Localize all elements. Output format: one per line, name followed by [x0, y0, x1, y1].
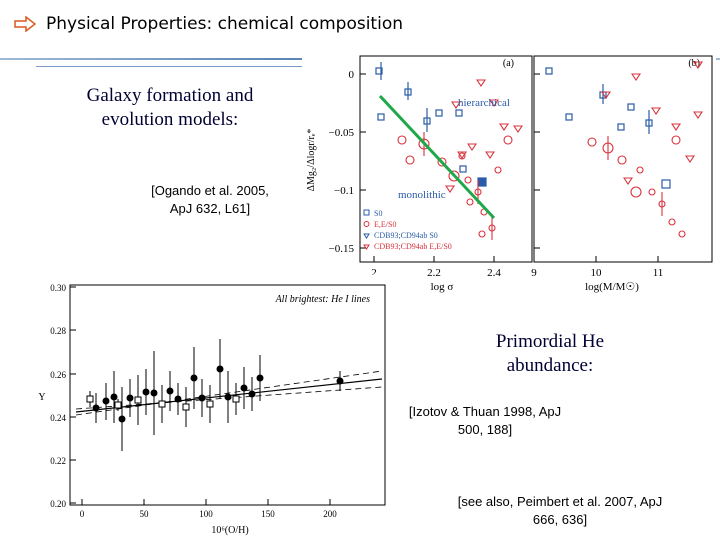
metallicity-gradient-figure: 0 −0.05 −0.1 −0.15 2 2.2 2.4 9 10 11 log… — [302, 52, 716, 298]
ytick-0: 0 — [349, 69, 355, 81]
xtick-a-2: 2.4 — [487, 267, 501, 279]
xtick-a-0: 2 — [371, 267, 377, 279]
xtick-50: 50 — [140, 509, 150, 519]
ytick-3: −0.15 — [329, 243, 355, 255]
ylabel: ΔMg₂/Δlogr/rₑ* — [306, 129, 317, 192]
ytick-024: 0.24 — [50, 413, 66, 423]
xtick-b-2: 11 — [653, 267, 664, 279]
hollow-right-arrow-icon — [14, 16, 36, 32]
xtick-100: 100 — [199, 509, 213, 519]
data-points — [86, 339, 344, 451]
galaxy-models-reference: [Ogando et al. 2005, ApJ 632, L61] — [151, 183, 269, 216]
ytick-030: 0.30 — [50, 283, 66, 293]
legend-s0: S0 — [374, 209, 382, 218]
ytick-020: 0.20 — [50, 499, 66, 509]
primordial-he-text: Primordial He abundance: — [495, 331, 605, 376]
slide-title-text: Physical Properties: chemical compositio… — [46, 14, 403, 34]
legend-e: E,E/S0 — [374, 220, 396, 229]
panel-a-frame — [359, 55, 533, 263]
xlabel: 10⁶(O/H) — [211, 525, 248, 536]
panel-a-label: (a) — [503, 58, 514, 69]
xtick-200: 200 — [323, 509, 337, 519]
peimbert-reference: [see also, Peimbert et al. 2007, ApJ 666… — [457, 494, 663, 527]
ytick-022: 0.22 — [50, 456, 66, 466]
xtick-a-1: 2.2 — [427, 267, 441, 279]
xtick-150: 150 — [261, 509, 275, 519]
title-underline-secondary — [36, 66, 306, 67]
ytick-1: −0.05 — [329, 127, 355, 139]
xlabel-b: log(M/M☉) — [585, 281, 639, 293]
ytick-2: −0.1 — [334, 185, 354, 197]
izotov-reference: [Izotov & Thuan 1998, ApJ 500, 188] — [408, 404, 562, 437]
helium-abundance-figure: 0.30 0.28 0.26 0.24 0.22 0.20 0 50 100 1… — [30, 275, 390, 540]
ytick-026: 0.26 — [50, 370, 66, 380]
legend-cdb-e: CDB93;CD94ab E,E/S0 — [374, 242, 452, 251]
legend-cdb-s0: CDB93;CD94ab S0 — [374, 231, 438, 240]
hierarchical-label: hierarchical — [458, 97, 510, 109]
plot-annotation: All brightest: He I lines — [275, 294, 371, 305]
xtick-b-0: 9 — [531, 267, 537, 279]
panel-b-frame — [533, 55, 713, 263]
ytick-028: 0.28 — [50, 326, 66, 336]
panel-b-label: (b) — [688, 58, 700, 69]
monolithic-label: monolithic — [398, 189, 446, 201]
plot-frame — [69, 284, 386, 506]
ylabel: Y — [38, 392, 45, 403]
xlabel-a: log σ — [431, 281, 454, 293]
legend: S0 E,E/S0 CDB93;CD94ab S0 CDB93;CD94ab E… — [363, 209, 452, 251]
xtick-b-1: 10 — [591, 267, 603, 279]
slide-title: Physical Properties: chemical compositio… — [14, 14, 403, 34]
galaxy-models-text: Galaxy formation and evolution models: — [86, 85, 254, 130]
monolithic-trend-line — [378, 94, 496, 220]
regression-line-dashed-upper — [75, 370, 383, 416]
panel-b-e-markers — [587, 61, 704, 238]
xtick-0: 0 — [80, 509, 85, 519]
